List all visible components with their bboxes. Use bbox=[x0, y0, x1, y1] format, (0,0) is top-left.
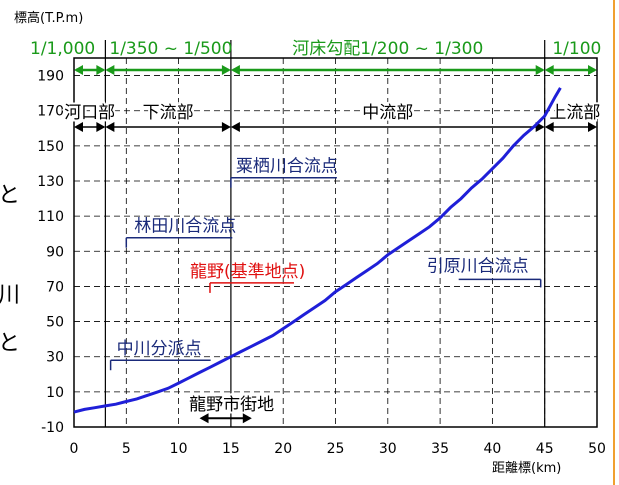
section-arrow-head bbox=[588, 122, 597, 132]
annotation-label: 龍野(基準地点) bbox=[190, 262, 305, 282]
gradient-label: 1/350 ~ 1/500 bbox=[109, 39, 232, 59]
gradient-arrow-head bbox=[535, 65, 545, 75]
section-label: 下流部 bbox=[143, 103, 194, 123]
y-tick-label: 150 bbox=[37, 139, 64, 155]
y-tick-label: 10 bbox=[46, 385, 64, 401]
x-tick-label: 0 bbox=[70, 441, 79, 457]
section-arrow-head bbox=[74, 122, 83, 132]
gradient-label: 河床勾配1/200 ~ 1/300 bbox=[292, 39, 483, 59]
city-arrow-head bbox=[199, 413, 209, 424]
y-tick-label: 110 bbox=[37, 209, 64, 225]
gradient-arrow-head bbox=[544, 65, 554, 75]
city-arrow-head bbox=[242, 413, 252, 424]
side-text: と 川 と bbox=[0, 185, 20, 375]
y-tick-label: 90 bbox=[46, 244, 64, 260]
range-arrows bbox=[74, 65, 597, 132]
annotation-label: 龍野市街地 bbox=[189, 395, 274, 415]
side-char: と bbox=[0, 331, 21, 356]
gradient-arrow-head bbox=[588, 65, 597, 75]
axis-ticks: 0 5 10 15 20 25 30 35 40 45 50 -10 10 30 50 70 90 110 130 1… bbox=[37, 69, 606, 457]
section-arrow-head bbox=[230, 122, 240, 132]
x-tick-label: 5 bbox=[122, 441, 131, 457]
gradient-arrow-head bbox=[74, 65, 83, 75]
y-tick-label: -10 bbox=[41, 420, 64, 436]
annotation-label: 粟栖川合流点 bbox=[236, 157, 338, 177]
right-border bbox=[611, 0, 619, 485]
section-arrow-head bbox=[105, 122, 115, 132]
section-arrow-head bbox=[96, 122, 106, 132]
x-tick-label: 20 bbox=[274, 441, 292, 457]
gradient-label: 1/1,000 bbox=[30, 39, 95, 59]
y-tick-label: 170 bbox=[37, 104, 64, 120]
section-label: 河口部 bbox=[64, 103, 115, 123]
text-labels: 標高(T.P.m) 距離標(km) 1/1,000 1/350 ~ 1/500 河床勾配… bbox=[14, 10, 602, 476]
x-tick-label: 30 bbox=[379, 441, 397, 457]
right-border-line bbox=[613, 0, 615, 485]
elevation-line bbox=[73, 87, 562, 414]
x-tick-label: 10 bbox=[170, 441, 188, 457]
annotation-label: 引原川合流点 bbox=[427, 256, 529, 276]
side-char: と bbox=[0, 183, 21, 208]
y-axis-label: 標高(T.P.m) bbox=[14, 10, 83, 26]
section-label: 中流部 bbox=[362, 103, 413, 123]
plot-frame bbox=[73, 57, 598, 428]
y-tick-label: 70 bbox=[46, 279, 64, 295]
x-tick-label: 40 bbox=[483, 441, 501, 457]
annotation-label: 林田川合流点 bbox=[134, 217, 236, 237]
annotation-label: 中川分派点 bbox=[117, 339, 202, 359]
gradient-label: 1/100 bbox=[552, 39, 601, 59]
x-tick-label: 25 bbox=[327, 441, 345, 457]
section-label: 上流部 bbox=[549, 103, 600, 123]
section-arrow-head bbox=[544, 122, 554, 132]
gradient-arrow-head bbox=[221, 65, 231, 75]
section-boundaries bbox=[104, 40, 546, 427]
y-tick-label: 50 bbox=[46, 315, 64, 331]
y-tick-label: 30 bbox=[46, 350, 64, 366]
y-tick-label: 130 bbox=[37, 174, 64, 190]
section-arrow-head bbox=[221, 122, 231, 132]
x-tick-label: 35 bbox=[431, 441, 449, 457]
gradient-arrow-head bbox=[230, 65, 240, 75]
x-tick-label: 15 bbox=[222, 441, 240, 457]
x-tick-label: 50 bbox=[588, 441, 606, 457]
gradient-arrow-head bbox=[105, 65, 115, 75]
x-tick-label: 45 bbox=[536, 441, 554, 457]
side-char: 川 bbox=[0, 283, 21, 308]
x-axis-label: 距離標(km) bbox=[492, 461, 561, 476]
gradient-arrow-head bbox=[96, 65, 106, 75]
y-tick-label: 190 bbox=[37, 69, 64, 85]
